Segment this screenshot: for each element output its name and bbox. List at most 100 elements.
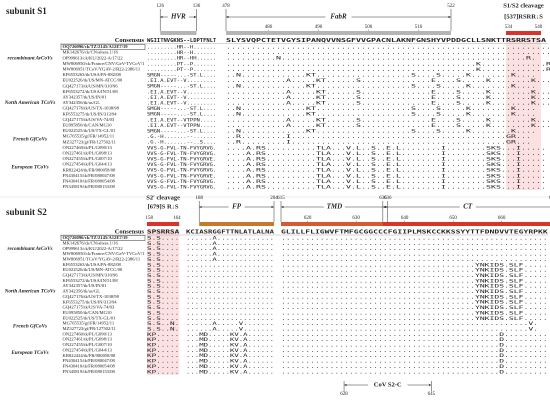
aligned-sequence: VVS-G-FVL-TN-FVYGRVG. — [147, 168, 216, 174]
aligned-sequence: .................... — [186, 295, 274, 300]
aligned-sequence: S.S.... — [147, 300, 179, 306]
aligned-sequence: SMGN-----...-ST.L.... — [147, 106, 216, 112]
region-bar — [147, 222, 180, 226]
aligned-sequence: ....A.RS..........TLA...V.L..S..E.L.....… — [226, 162, 546, 168]
aligned-sequence: ......A............. — [186, 246, 274, 252]
position-label: 506 — [365, 25, 373, 30]
aligned-sequence: ........................................… — [226, 50, 550, 56]
aligned-sequence: ............A.....KT......S.............… — [226, 95, 550, 101]
consensus-label: Consensus — [115, 37, 145, 44]
position-label: 630 — [352, 216, 360, 221]
consensus-sequence: SLYSVQPCTETVGYSIPANQVVNSGFVVGPACNLAKNFGN… — [226, 38, 546, 44]
region-bar — [199, 222, 274, 226]
aligned-sequence: ........................................… — [281, 262, 548, 268]
region-end: 645 — [428, 392, 436, 397]
strain-name: MZ327723/gf/FR/127502/11 — [63, 326, 117, 331]
aligned-sequence: VVS-G-FVL-TN-FVYGRVG. — [147, 179, 216, 185]
aligned-sequence: ........................................… — [281, 253, 548, 258]
strain-name: GQ427176/tk/US/TX-1038/98 — [63, 106, 120, 111]
strain-name: ON227454/tk/PL/G044/13 — [63, 347, 113, 352]
label-bg — [459, 203, 476, 211]
aligned-sequence: VVS-G-FVL-TN-FVYGRVG. — [147, 151, 216, 157]
strain-name: EU095850/tk/CAN/MG10 — [63, 122, 113, 127]
aligned-sequence: ........................................… — [281, 258, 548, 263]
region-start: 158 — [146, 216, 154, 221]
strain-name: EU022526/tk/US/MN-ATCC/00 — [63, 267, 123, 272]
aligned-sequence: ........................................… — [226, 67, 550, 73]
strain-name: FN430415/tk/FR/080047/08 — [63, 173, 116, 178]
aligned-sequence: ....A.RS..........TLA...V.L..S..E.L.....… — [226, 179, 546, 185]
strain-name: EU022525/tk/US/TX-GL/01 — [63, 315, 117, 320]
strain-name: KF6553272/tk/USA/IN/51/08 — [63, 89, 119, 94]
strain-name: KF6553275/tk/US/IN/313/94 — [63, 299, 118, 304]
aligned-sequence: .................... — [186, 317, 274, 322]
panel: subunit S1 HVR 126 136 FabR 478 522 S1/S2 cleav… — [4, 2, 550, 190]
aligned-sequence: ..R.........I...........................… — [226, 140, 531, 146]
aligned-sequence: ........................................… — [281, 237, 548, 242]
aligned-sequence: S.S.... — [147, 310, 179, 316]
strain-name: GQ427173/tk/US/MN/310/96 — [63, 83, 119, 88]
strain-name: ON227455/tk/PL/G007/10 — [63, 342, 113, 347]
aligned-sequence: ...MD.....KV.A...... — [186, 353, 274, 359]
aligned-sequence: ..N.............KT...................S..… — [226, 106, 536, 112]
aligned-sequence: .................... — [186, 263, 274, 268]
strain-name: AY342356/tk/us/GL — [63, 100, 101, 105]
aligned-sequence: S.S.... — [147, 268, 179, 274]
aligned-sequence: .................... — [186, 269, 274, 274]
strain-name: KF6553275/tk/US/IN/313/94 — [63, 111, 118, 116]
aligned-sequence: ........................................… — [281, 343, 548, 349]
aligned-sequence: ........................................… — [281, 310, 548, 316]
aligned-sequence: VVS-G-FVL-TN-FVYGRVG. — [147, 162, 216, 168]
aligned-sequence: ......A............. — [186, 241, 274, 247]
strain-name: ON227460/tk/PL/G090/13 — [63, 331, 113, 336]
aligned-sequence: ........................................… — [281, 359, 548, 365]
strain-name: EU022525/tk/US/TX-GL/01 — [63, 128, 117, 133]
aligned-sequence: S.S.... — [147, 294, 179, 300]
aligned-sequence: ........................................… — [281, 278, 548, 284]
aligned-sequence: ..N.............KT...................S..… — [226, 84, 536, 90]
region-bar — [160, 31, 197, 35]
aligned-sequence: ...MD.....KV.A...... — [186, 332, 274, 338]
aligned-sequence: ..........N.............................… — [226, 56, 536, 62]
aligned-sequence: ......A............. — [186, 252, 274, 258]
aligned-sequence: .................... — [186, 290, 274, 295]
region-label: FabR — [330, 13, 347, 21]
strain-name: AY342356/tk/us/GL — [63, 289, 101, 294]
aligned-sequence: .EI.A.EVT--VTPPN..... — [147, 123, 216, 129]
strain-name: OQ726096/ck/TZ/2145/A12E7/19 — [63, 235, 129, 240]
position-label: 660 — [498, 216, 506, 221]
aligned-sequence: ........................................… — [281, 284, 548, 290]
aligned-sequence: .................... — [186, 279, 274, 284]
aligned-sequence: S.S.... — [147, 236, 179, 242]
strain-name: OP999613/ck/KU/2022-A/17/22 — [63, 55, 124, 60]
aligned-sequence: ............A.....KT......S.............… — [226, 117, 550, 123]
region-start: 615 — [277, 196, 285, 201]
aligned-sequence: ....A.RS..........TLA...V.L..S..E.L.....… — [226, 151, 546, 157]
aligned-sequence: .................... — [186, 306, 274, 311]
region-end: 540 — [535, 25, 543, 30]
region-end: 136 — [193, 4, 201, 9]
aligned-sequence: .EI.A.EVT--VTPPN..... — [147, 117, 216, 123]
region-bar — [382, 222, 550, 226]
aligned-sequence: ........................................… — [281, 321, 538, 327]
aligned-sequence: S.S.... — [147, 241, 179, 247]
aligned-sequence: .........HR--H....... — [147, 50, 216, 56]
strain-name: MW806951/TCoV/YGAV-2/B22-2386/11 — [63, 66, 141, 71]
aligned-sequence: ............A.....KT......S.............… — [226, 78, 550, 84]
strain-name: KF6553263/tk/USA/PA-882/08 — [63, 262, 122, 267]
highlight-box — [60, 235, 146, 241]
aligned-sequence: ..N.............KT...................S..… — [226, 112, 536, 118]
strain-name: AY342357/tk/US/IN/01 — [63, 283, 108, 288]
aligned-sequence: ......A.....V....... — [186, 326, 274, 332]
aligned-sequence: ..N.............KT...................S..… — [226, 73, 536, 79]
strain-name: FN345819/tk/FR/080153/08 — [63, 184, 116, 189]
aligned-sequence: ........................................… — [281, 369, 548, 375]
strain-name: EU022526/tk/US/MN-ATCC/00 — [63, 78, 123, 83]
strain-name: GQ427176/tk/US/TX-1038/98 — [63, 294, 120, 299]
position-label: 486 — [265, 25, 273, 30]
aligned-sequence: SMGN-----...-ST.L.... — [147, 84, 216, 90]
aligned-sequence: ........................................… — [281, 294, 548, 300]
aligned-sequence: ...MD.....KV.A...... — [186, 343, 274, 349]
cleavage-shade — [147, 229, 180, 375]
